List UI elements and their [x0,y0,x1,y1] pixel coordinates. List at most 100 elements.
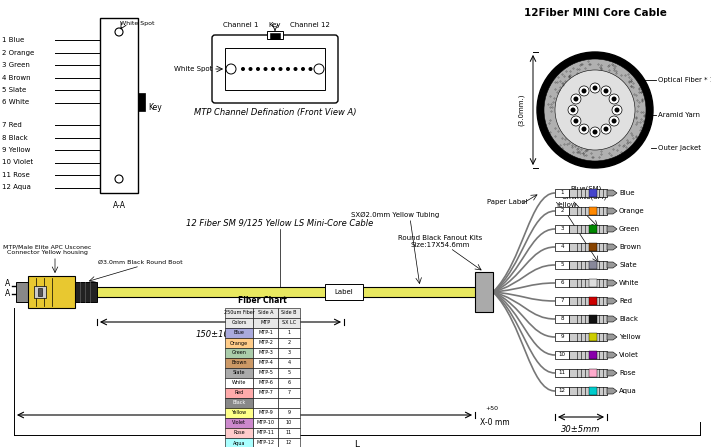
Bar [555,315,569,323]
Bar [253,338,278,348]
Text: 12Fiber MINI Core Cable: 12Fiber MINI Core Cable [523,8,666,18]
Circle shape [611,118,616,123]
Circle shape [574,97,579,101]
Text: 11: 11 [286,430,292,435]
Bar [278,338,300,348]
Bar [555,243,569,251]
Text: Green: Green [232,350,247,355]
Text: 6: 6 [287,380,291,385]
Text: L: L [355,440,360,447]
Bar [38,288,42,296]
Bar [253,388,278,398]
Text: MTP-3: MTP-3 [258,350,273,355]
Bar [253,378,278,388]
Circle shape [614,107,619,113]
Text: Yellow: Yellow [619,334,641,340]
Text: White Spot: White Spot [173,66,212,72]
Circle shape [568,105,578,115]
Bar [278,358,300,368]
Bar [589,297,597,305]
FancyArrow shape [607,244,617,250]
Text: 4 Brown: 4 Brown [2,75,31,80]
Circle shape [601,86,611,96]
Bar [278,378,300,388]
Bar [569,351,607,359]
Bar [589,387,597,395]
Bar [225,368,253,378]
Text: Outer Jacket: Outer Jacket [658,145,701,151]
Bar [278,368,300,378]
Text: MTP-9: MTP-9 [258,410,273,416]
Text: 5: 5 [287,371,291,375]
Text: Red: Red [235,391,244,396]
Text: 2: 2 [287,341,291,346]
Circle shape [286,67,290,71]
Bar [253,358,278,368]
Bar [253,428,278,438]
Circle shape [537,52,653,168]
Text: 10: 10 [559,353,565,358]
Bar [589,225,597,233]
Bar [225,348,253,358]
Text: MTP Channel Defination (Front View A): MTP Channel Defination (Front View A) [194,108,356,117]
Text: 5: 5 [560,262,564,267]
Text: Orange: Orange [230,341,248,346]
Bar [589,243,597,251]
Bar [278,388,300,398]
Circle shape [241,67,245,71]
Bar [267,31,283,39]
Text: 7: 7 [560,299,564,304]
Bar [253,328,278,338]
Bar [555,225,569,233]
Bar [278,318,300,328]
Circle shape [249,67,252,71]
Text: A-A: A-A [112,201,126,210]
Text: 1: 1 [560,190,564,195]
Circle shape [590,83,600,93]
Text: Side B: Side B [282,311,296,316]
Bar [253,308,278,318]
Bar [253,438,278,447]
Bar [278,418,300,428]
Bar [253,318,278,328]
Circle shape [570,107,575,113]
Text: 1 Blue: 1 Blue [2,37,24,43]
Text: (3.0mm.): (3.0mm.) [518,94,524,126]
Bar [555,333,569,341]
Circle shape [604,127,609,131]
Bar [278,348,300,358]
Text: Rose: Rose [233,430,245,435]
Circle shape [601,124,611,134]
Bar [225,308,253,318]
Circle shape [582,89,587,93]
FancyArrow shape [607,190,617,196]
Text: 10: 10 [286,421,292,426]
Circle shape [571,94,581,104]
Circle shape [592,85,597,90]
Text: 5 Slate: 5 Slate [2,87,26,93]
Text: Brown: Brown [231,360,247,366]
Text: 10 Violet: 10 Violet [2,160,33,165]
Text: A: A [5,279,10,288]
Text: Blue: Blue [619,190,634,196]
FancyArrow shape [607,208,617,214]
Circle shape [574,118,579,123]
Bar [589,261,597,269]
Text: MTP-5: MTP-5 [258,371,273,375]
Bar [278,438,300,447]
Text: 30±5mm: 30±5mm [561,425,601,434]
Text: 2: 2 [560,208,564,214]
Bar [225,318,253,328]
FancyArrow shape [607,388,617,394]
Circle shape [604,89,609,93]
Text: White Spot: White Spot [120,21,154,26]
Bar [225,358,253,368]
Text: 12: 12 [286,440,292,446]
Bar [225,48,325,90]
Text: Black: Black [619,316,638,322]
Bar [225,428,253,438]
Text: MTP-2: MTP-2 [258,341,273,346]
Bar [555,207,569,215]
Text: 6: 6 [560,281,564,286]
Text: 3: 3 [560,227,564,232]
